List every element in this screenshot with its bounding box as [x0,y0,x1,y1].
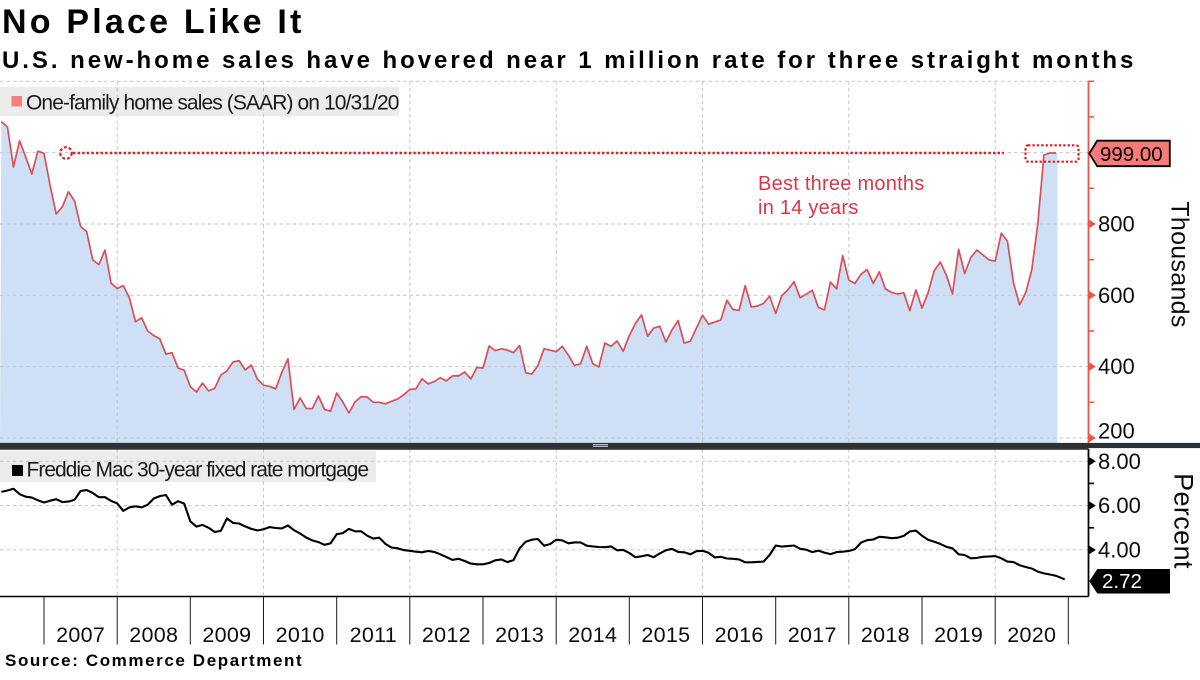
svg-text:2010: 2010 [276,623,325,647]
svg-text:2019: 2019 [934,623,983,647]
svg-text:200: 200 [1098,418,1135,443]
svg-text:2015: 2015 [641,623,690,647]
svg-text:2.72: 2.72 [1102,570,1142,593]
svg-text:2020: 2020 [1007,623,1056,647]
svg-text:2016: 2016 [715,623,764,647]
svg-text:8.00: 8.00 [1098,449,1141,474]
svg-text:6.00: 6.00 [1098,493,1141,518]
svg-text:U.S. new-home sales have hover: U.S. new-home sales have hovered near 1 … [2,47,1136,74]
svg-text:2008: 2008 [129,623,178,647]
svg-text:Best three months: Best three months [758,173,925,195]
svg-text:2014: 2014 [568,623,617,647]
svg-text:2018: 2018 [861,623,910,647]
svg-text:600: 600 [1098,283,1135,308]
svg-text:400: 400 [1098,354,1135,379]
svg-text:999.00: 999.00 [1100,143,1163,166]
svg-text:in 14 years: in 14 years [758,197,859,219]
svg-text:2007: 2007 [56,623,105,647]
svg-text:2013: 2013 [495,623,544,647]
svg-text:Percent: Percent [1169,473,1199,569]
svg-text:Freddie Mac 30-year fixed rate: Freddie Mac 30-year fixed rate mortgage [27,459,369,482]
svg-text:Source: Commerce Department: Source: Commerce Department [5,651,303,670]
svg-text:2012: 2012 [422,623,471,647]
svg-text:2017: 2017 [788,623,837,647]
svg-text:2009: 2009 [202,623,251,647]
svg-text:One-family home sales (SAAR) o: One-family home sales (SAAR) on 10/31/20 [26,92,399,115]
svg-text:2011: 2011 [350,623,397,647]
svg-text:4.00: 4.00 [1098,537,1141,562]
svg-text:Thousands: Thousands [1166,201,1194,327]
svg-text:No Place Like It: No Place Like It [2,3,305,41]
svg-text:800: 800 [1098,212,1135,237]
